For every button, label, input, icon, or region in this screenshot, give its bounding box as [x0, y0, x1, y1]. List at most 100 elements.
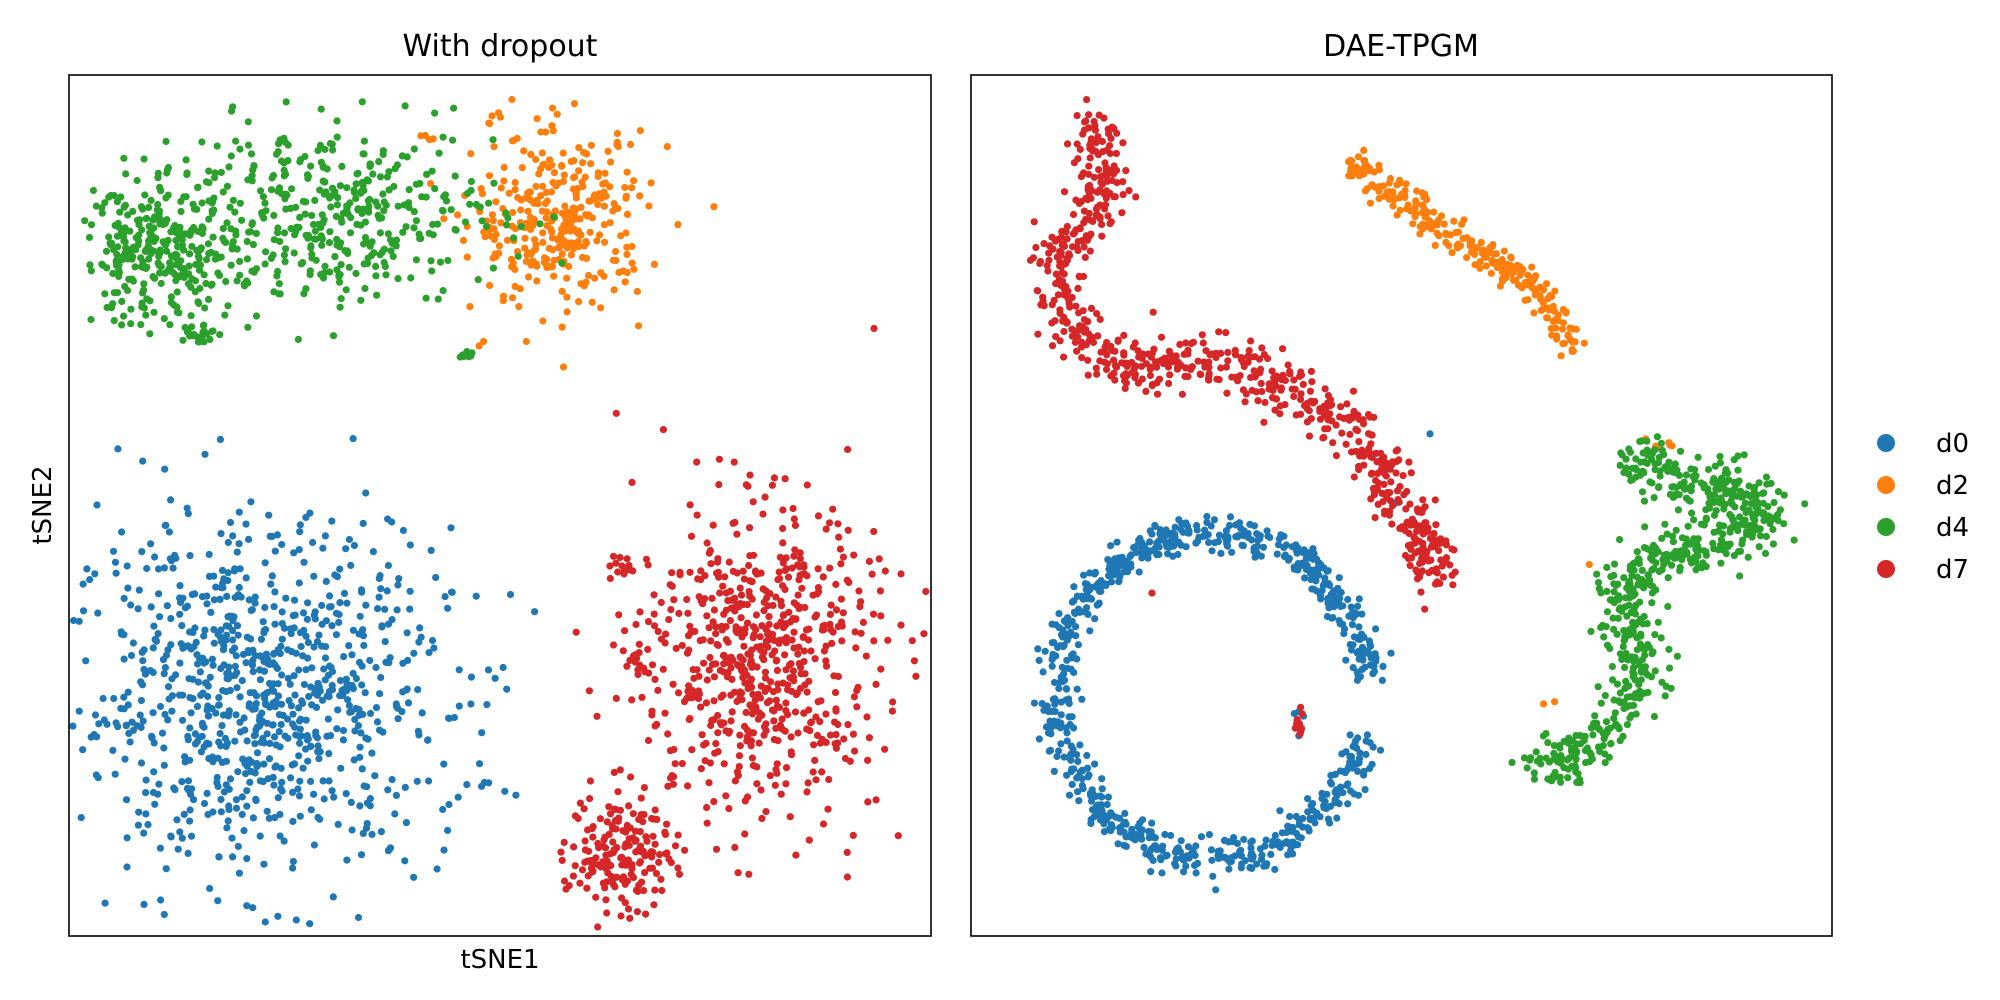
point-d4 [467, 186, 475, 194]
point-d7 [678, 760, 686, 768]
point-d0 [225, 673, 233, 681]
point-d0 [362, 601, 370, 609]
point-d7 [656, 851, 664, 859]
point-d0 [330, 793, 338, 801]
point-d0 [472, 592, 480, 600]
point-d7 [831, 740, 839, 748]
point-d7 [872, 796, 880, 804]
point-d4 [1661, 692, 1669, 700]
point-d7 [697, 576, 705, 584]
point-d2 [1470, 250, 1479, 258]
point-d2 [1348, 157, 1356, 165]
point-d0 [243, 855, 251, 863]
point-d7 [1349, 387, 1358, 395]
point-d4 [1620, 627, 1628, 635]
point-d0 [234, 591, 242, 599]
point-d7 [1265, 385, 1273, 393]
point-d4 [1739, 493, 1747, 501]
point-d7 [710, 716, 718, 724]
point-d7 [762, 727, 770, 735]
point-d0 [209, 758, 217, 766]
point-d0 [256, 712, 264, 721]
point-d7 [1433, 578, 1441, 586]
point-d7 [1344, 414, 1352, 422]
point-d4 [110, 246, 118, 254]
point-d7 [832, 580, 840, 589]
point-d0 [178, 778, 186, 786]
point-d7 [580, 805, 588, 813]
point-d7 [594, 923, 602, 931]
point-d4 [203, 256, 211, 264]
point-d4 [1649, 541, 1658, 550]
point-d0 [406, 541, 414, 549]
point-d7 [569, 872, 578, 880]
point-d2 [511, 282, 519, 290]
point-d7 [1085, 111, 1093, 119]
point-d7 [1237, 356, 1245, 364]
point-d4 [366, 160, 374, 168]
point-d0 [226, 775, 235, 783]
point-d0 [401, 857, 409, 865]
point-d4 [169, 252, 177, 260]
point-d7 [648, 864, 657, 872]
point-d7 [628, 478, 636, 486]
point-d0 [271, 588, 279, 596]
point-d0 [278, 778, 286, 787]
point-d2 [558, 250, 566, 258]
point-d0 [69, 722, 77, 730]
point-d4 [360, 260, 368, 268]
point-d0 [1146, 527, 1154, 535]
point-d0 [1378, 676, 1386, 685]
point-d7 [622, 828, 630, 836]
point-d0 [260, 860, 268, 868]
point-d7 [807, 647, 815, 655]
point-d4 [1620, 574, 1628, 582]
point-d7 [705, 666, 713, 674]
point-d0 [297, 642, 305, 651]
point-d7 [684, 609, 692, 617]
point-d4 [1774, 488, 1782, 496]
point-d4 [177, 197, 185, 205]
point-d4 [252, 265, 260, 273]
point-d0 [1292, 829, 1301, 838]
point-d7 [636, 858, 645, 866]
point-d0 [484, 666, 493, 674]
point-d4 [274, 148, 282, 156]
point-d4 [163, 237, 171, 246]
point-d7 [648, 707, 656, 715]
point-d7 [779, 506, 787, 514]
point-d0 [1370, 662, 1378, 670]
point-d7 [1387, 478, 1395, 486]
point-d4 [227, 261, 235, 269]
point-d7 [612, 409, 620, 417]
point-d7 [741, 625, 749, 633]
point-d0 [193, 702, 202, 711]
point-d2 [505, 189, 513, 197]
point-d7 [720, 760, 728, 768]
point-d7 [1093, 310, 1101, 318]
point-d4 [1623, 721, 1631, 729]
point-d7 [1241, 398, 1249, 406]
point-d4 [308, 250, 316, 258]
point-d0 [222, 636, 230, 644]
point-d0 [347, 561, 355, 570]
point-d4 [509, 234, 518, 242]
point-d7 [844, 721, 852, 729]
point-d4 [345, 263, 353, 271]
point-d7 [761, 493, 769, 501]
point-d0 [403, 629, 411, 637]
point-d0 [1169, 552, 1177, 560]
point-d4 [244, 141, 253, 149]
point-d2 [626, 140, 635, 149]
point-d7 [800, 647, 808, 655]
point-d0 [1285, 840, 1293, 848]
point-d7 [716, 589, 724, 597]
point-d2 [497, 184, 505, 192]
point-d7 [1060, 188, 1069, 196]
point-d4 [229, 196, 237, 204]
point-d4 [376, 173, 385, 181]
point-d2 [532, 182, 540, 191]
point-d2 [508, 263, 516, 271]
point-d2 [508, 294, 517, 302]
point-d0 [1113, 538, 1121, 546]
